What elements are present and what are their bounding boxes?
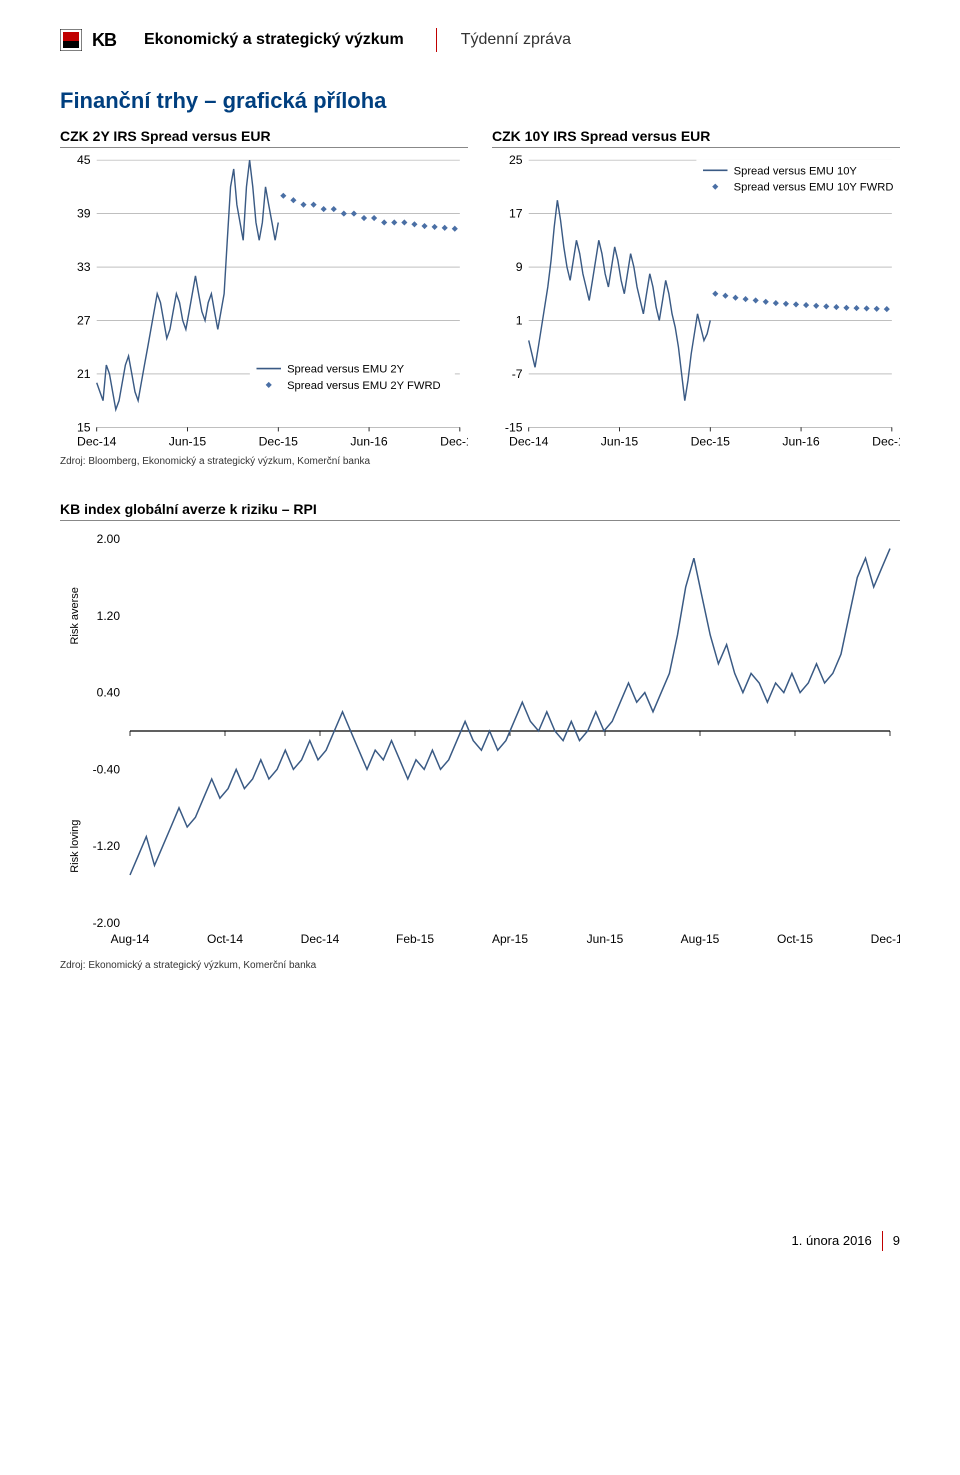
svg-text:-7: -7 xyxy=(512,367,523,381)
svg-text:Apr-15: Apr-15 xyxy=(492,932,528,946)
left-chart-col: CZK 2Y IRS Spread versus EUR 15 21 27 33 39 4… xyxy=(60,128,468,450)
svg-text:Dec-15: Dec-15 xyxy=(871,932,900,946)
svg-text:Spread versus EMU 2Y: Spread versus EMU 2Y xyxy=(287,364,405,376)
svg-text:Spread versus EMU 2Y FWRD: Spread versus EMU 2Y FWRD xyxy=(287,380,441,392)
svg-text:Dec-15: Dec-15 xyxy=(691,435,731,449)
svg-text:-0.40: -0.40 xyxy=(93,762,121,776)
kb-logo-text: KB xyxy=(92,30,116,51)
footer-divider xyxy=(882,1231,883,1251)
svg-text:Dec-15: Dec-15 xyxy=(259,435,299,449)
svg-text:Aug-15: Aug-15 xyxy=(681,932,720,946)
page-header: KB Ekonomický a strategický výzkum Týden… xyxy=(60,28,900,52)
svg-text:Jun-16: Jun-16 xyxy=(350,435,388,449)
section-title: Finanční trhy – grafická příloha xyxy=(60,88,900,114)
svg-text:Dec-16: Dec-16 xyxy=(440,435,468,449)
svg-text:15: 15 xyxy=(77,420,91,434)
svg-text:-1.20: -1.20 xyxy=(93,839,121,853)
header-subtitle: Týdenní zpráva xyxy=(461,31,571,49)
svg-text:21: 21 xyxy=(77,367,91,381)
kb-logo-icon xyxy=(60,29,82,51)
footer-page-number: 9 xyxy=(893,1233,900,1248)
svg-text:Jun-16: Jun-16 xyxy=(782,435,820,449)
svg-text:17: 17 xyxy=(509,207,523,221)
svg-text:Spread versus EMU 10Y FWRD: Spread versus EMU 10Y FWRD xyxy=(734,182,894,194)
svg-text:2.00: 2.00 xyxy=(97,532,121,546)
svg-text:Aug-14: Aug-14 xyxy=(111,932,150,946)
header-divider xyxy=(436,28,437,52)
right-chart-col: CZK 10Y IRS Spread versus EUR -15 -7 1 9 17 2… xyxy=(492,128,900,450)
source-note-rpi: Zdroj: Ekonomický a strategický výzkum, … xyxy=(60,960,900,971)
footer-date: 1. února 2016 xyxy=(792,1233,872,1248)
svg-text:-2.00: -2.00 xyxy=(93,916,121,930)
svg-text:Feb-15: Feb-15 xyxy=(396,932,434,946)
svg-text:0.40: 0.40 xyxy=(97,685,121,699)
svg-text:Spread versus EMU 10Y: Spread versus EMU 10Y xyxy=(734,165,858,177)
rpi-chart: -2.00 -1.20 -0.40 0.40 1.20 2.00 Aug-14 Oct-14 D… xyxy=(60,529,900,954)
svg-text:Jun-15: Jun-15 xyxy=(587,932,624,946)
svg-text:Risk averse: Risk averse xyxy=(69,587,81,644)
svg-text:Oct-14: Oct-14 xyxy=(207,932,243,946)
svg-text:Dec-16: Dec-16 xyxy=(872,435,900,449)
svg-text:39: 39 xyxy=(77,207,91,221)
svg-text:Jun-15: Jun-15 xyxy=(601,435,639,449)
rpi-chart-title: KB index globální averze k riziku – RPI xyxy=(60,501,900,521)
svg-text:Dec-14: Dec-14 xyxy=(509,435,549,449)
svg-text:Dec-14: Dec-14 xyxy=(77,435,117,449)
right-chart-title: CZK 10Y IRS Spread versus EUR xyxy=(492,128,900,148)
svg-text:Dec-14: Dec-14 xyxy=(301,932,340,946)
left-chart: 15 21 27 33 39 45 Dec-14 Jun-15 Dec-15 Jun-16 Dec-… xyxy=(60,154,468,450)
svg-text:Oct-15: Oct-15 xyxy=(777,932,813,946)
svg-text:25: 25 xyxy=(509,154,523,167)
svg-text:Risk loving: Risk loving xyxy=(69,819,81,872)
page: KB Ekonomický a strategický výzkum Týden… xyxy=(0,0,960,1271)
svg-text:Jun-15: Jun-15 xyxy=(169,435,207,449)
svg-text:-15: -15 xyxy=(505,420,523,434)
svg-text:27: 27 xyxy=(77,314,91,328)
page-footer: 1. února 2016 9 xyxy=(60,1231,900,1251)
left-chart-title: CZK 2Y IRS Spread versus EUR xyxy=(60,128,468,148)
svg-text:33: 33 xyxy=(77,260,91,274)
svg-text:9: 9 xyxy=(516,260,523,274)
source-note-small: Zdroj: Bloomberg, Ekonomický a strategic… xyxy=(60,456,900,467)
header-title: Ekonomický a strategický výzkum xyxy=(144,31,404,49)
svg-text:1: 1 xyxy=(516,314,523,328)
svg-text:45: 45 xyxy=(77,154,91,167)
right-chart: -15 -7 1 9 17 25 Dec-14 Jun-15 Dec-15 Jun-16 Dec-1… xyxy=(492,154,900,450)
charts-row: CZK 2Y IRS Spread versus EUR 15 21 27 33 39 4… xyxy=(60,128,900,450)
svg-text:1.20: 1.20 xyxy=(97,609,121,623)
